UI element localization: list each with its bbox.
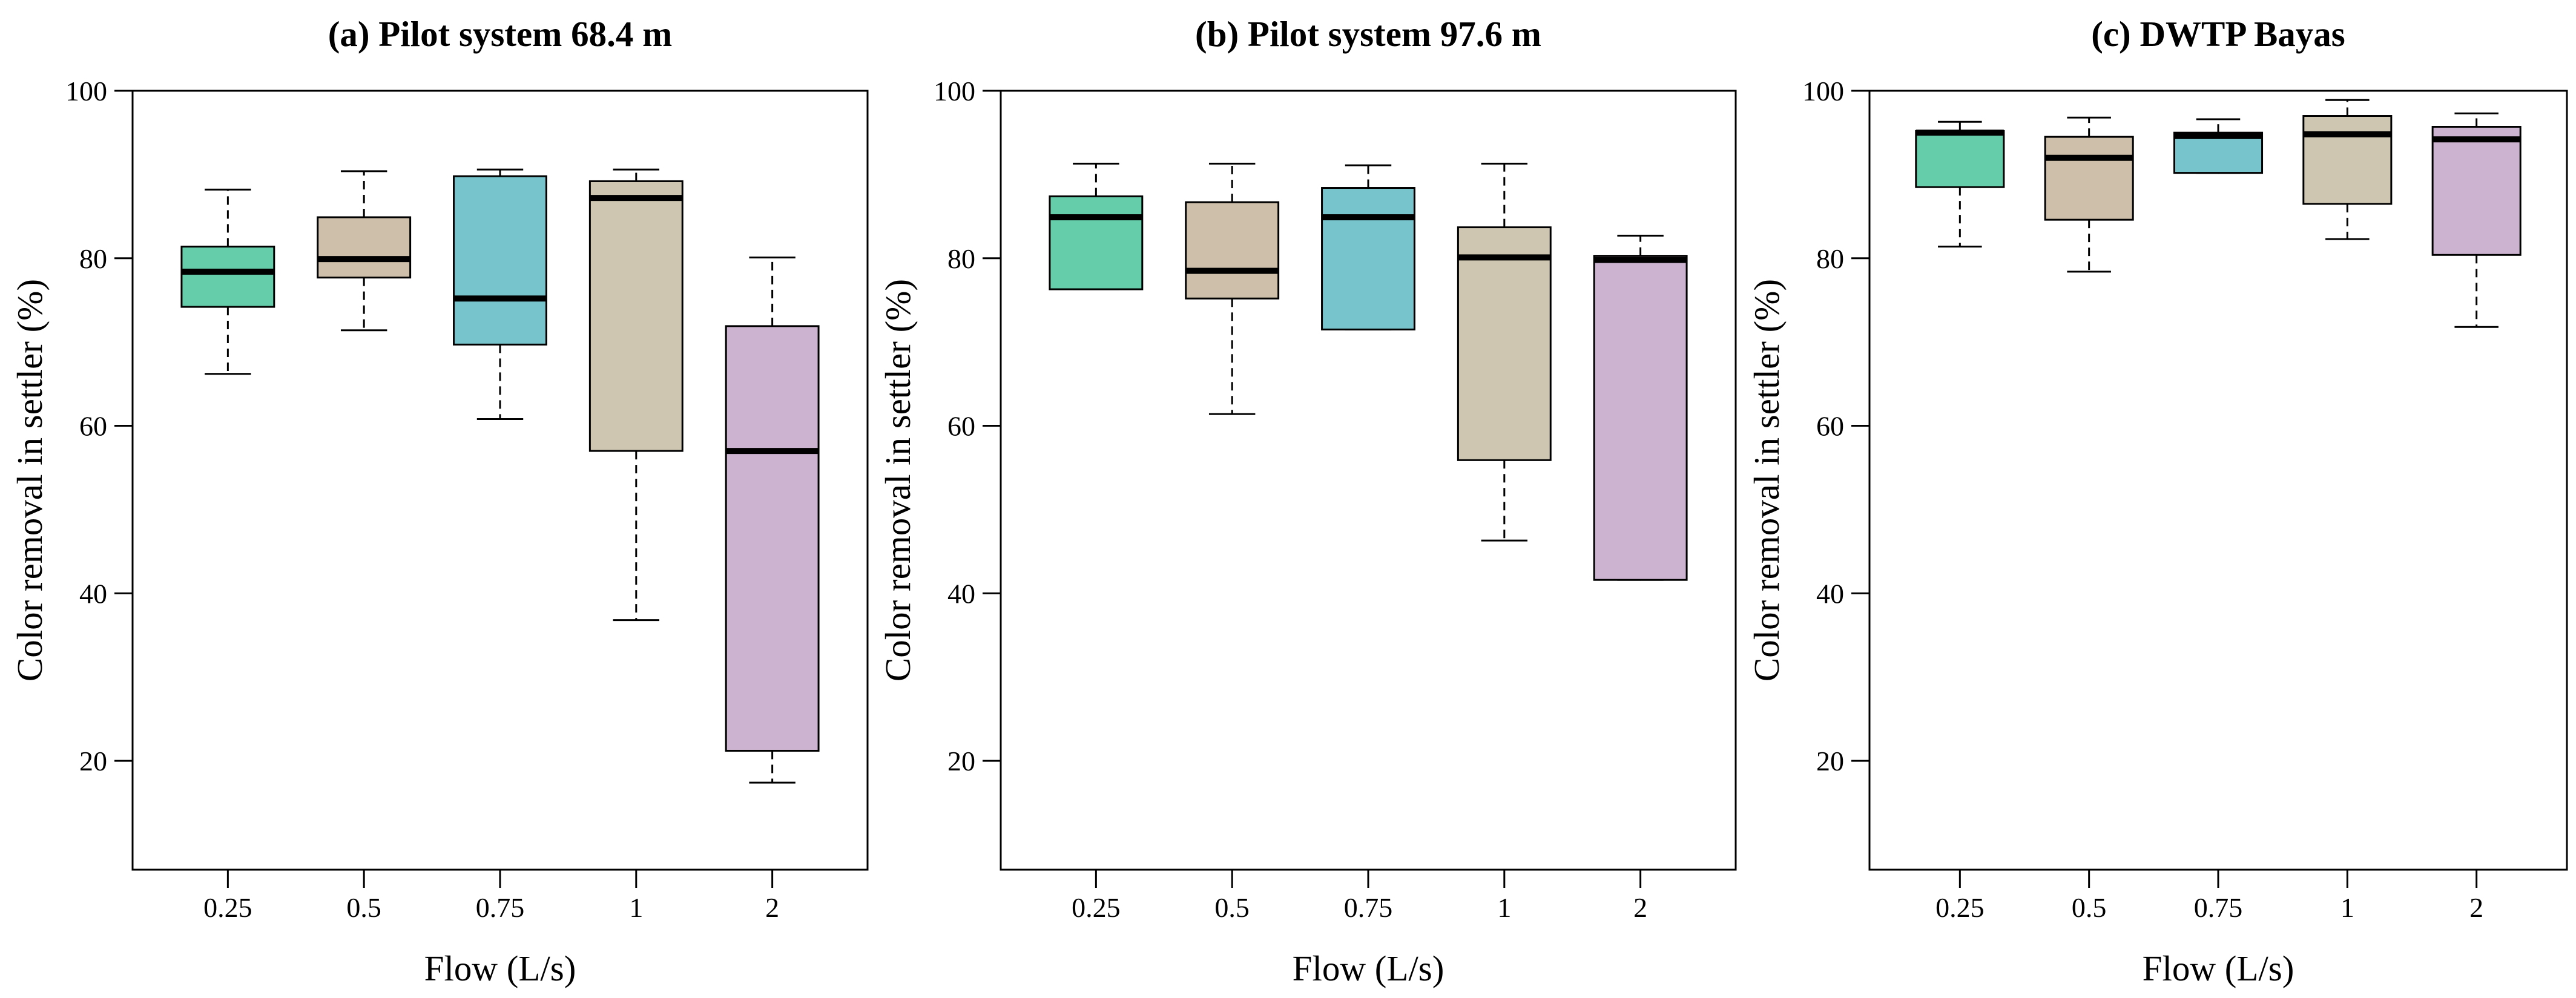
x-tick-label: 2 (1633, 892, 1647, 923)
x-tick-label: 1 (1497, 892, 1511, 923)
box-2 (1593, 234, 1688, 581)
box-body (2302, 115, 2393, 205)
box-0.75 (2173, 118, 2264, 174)
x-tick-label: 2 (765, 892, 779, 923)
box-1 (588, 168, 684, 622)
box-body (1593, 255, 1688, 581)
box-1 (2302, 99, 2393, 240)
x-tick-label: 0.75 (1344, 892, 1393, 923)
y-tick-label: 80 (947, 243, 975, 274)
y-tick-label: 20 (1816, 746, 1844, 776)
x-tick-label: 0.5 (2072, 892, 2107, 923)
panel-c: (c) DWTP Bayas 20 40 60 80 100 Color removal i… (1747, 14, 2568, 988)
box-body (725, 325, 820, 752)
chart-title: (b) Pilot system 97.6 m (1195, 14, 1541, 54)
y-tick-label: 100 (934, 76, 975, 107)
y-tick-label: 100 (65, 76, 107, 107)
x-tick-label: 0.25 (1072, 892, 1121, 923)
y-tick-label: 20 (947, 746, 975, 776)
box-1 (1457, 162, 1552, 542)
x-tick-label: 2 (2469, 892, 2483, 923)
box-body (453, 175, 547, 346)
y-tick-label: 40 (947, 578, 975, 609)
box-0.5 (2044, 116, 2134, 273)
box-body (2431, 126, 2522, 256)
y-tick-label: 80 (79, 243, 107, 274)
y-tick-label: 20 (79, 746, 107, 776)
y-axis-label: Color removal in settler (%) (1747, 279, 1787, 681)
y-axis-label: Color removal in settler (%) (878, 279, 918, 681)
box-body (1185, 201, 1280, 300)
x-tick-label: 0.5 (1214, 892, 1250, 923)
y-tick-label: 40 (79, 578, 107, 609)
chart-title: (a) Pilot system 68.4 m (328, 14, 673, 54)
y-tick-label: 60 (1816, 411, 1844, 442)
panel-b: (b) Pilot system 97.6 m 20 40 60 80 100 Color … (878, 14, 1737, 988)
box-body (317, 216, 412, 279)
box-0.75 (453, 168, 547, 420)
x-tick-label: 0.75 (476, 892, 525, 923)
x-axis-label: Flow (L/s) (2143, 948, 2294, 988)
box-2 (2431, 112, 2522, 328)
x-axis-label: Flow (L/s) (424, 948, 576, 988)
panel-a: (a) Pilot system 68.4 m 20 40 60 80 100 Color … (10, 14, 869, 988)
x-tick-label: 0.75 (2194, 892, 2243, 923)
box-body (2173, 131, 2264, 174)
y-tick-label: 60 (79, 411, 107, 442)
x-tick-label: 0.25 (203, 892, 252, 923)
box-0.5 (1185, 162, 1280, 415)
y-tick-label: 80 (1816, 243, 1844, 274)
box-body (1457, 226, 1552, 461)
chart-title: (c) DWTP Bayas (2091, 14, 2345, 54)
box-0.25 (1049, 162, 1144, 291)
box-0.25 (1915, 120, 2005, 248)
x-tick-label: 1 (629, 892, 643, 923)
box-body (1915, 130, 2005, 188)
box-2 (725, 256, 820, 784)
box-0.25 (180, 188, 275, 375)
box-0.5 (317, 170, 412, 332)
y-tick-label: 60 (947, 411, 975, 442)
box-0.75 (1321, 164, 1415, 330)
box-body (588, 180, 684, 452)
y-axis-label: Color removal in settler (%) (10, 279, 50, 681)
y-tick-label: 40 (1816, 578, 1844, 609)
x-tick-label: 0.5 (346, 892, 381, 923)
box-body (2044, 136, 2134, 221)
box-body (180, 245, 275, 308)
y-tick-label: 100 (1802, 76, 1844, 107)
x-axis-label: Flow (L/s) (1293, 948, 1444, 988)
box-body (1049, 195, 1144, 291)
box-body (1321, 187, 1415, 330)
x-tick-label: 0.25 (1935, 892, 1985, 923)
x-tick-label: 1 (2340, 892, 2354, 923)
